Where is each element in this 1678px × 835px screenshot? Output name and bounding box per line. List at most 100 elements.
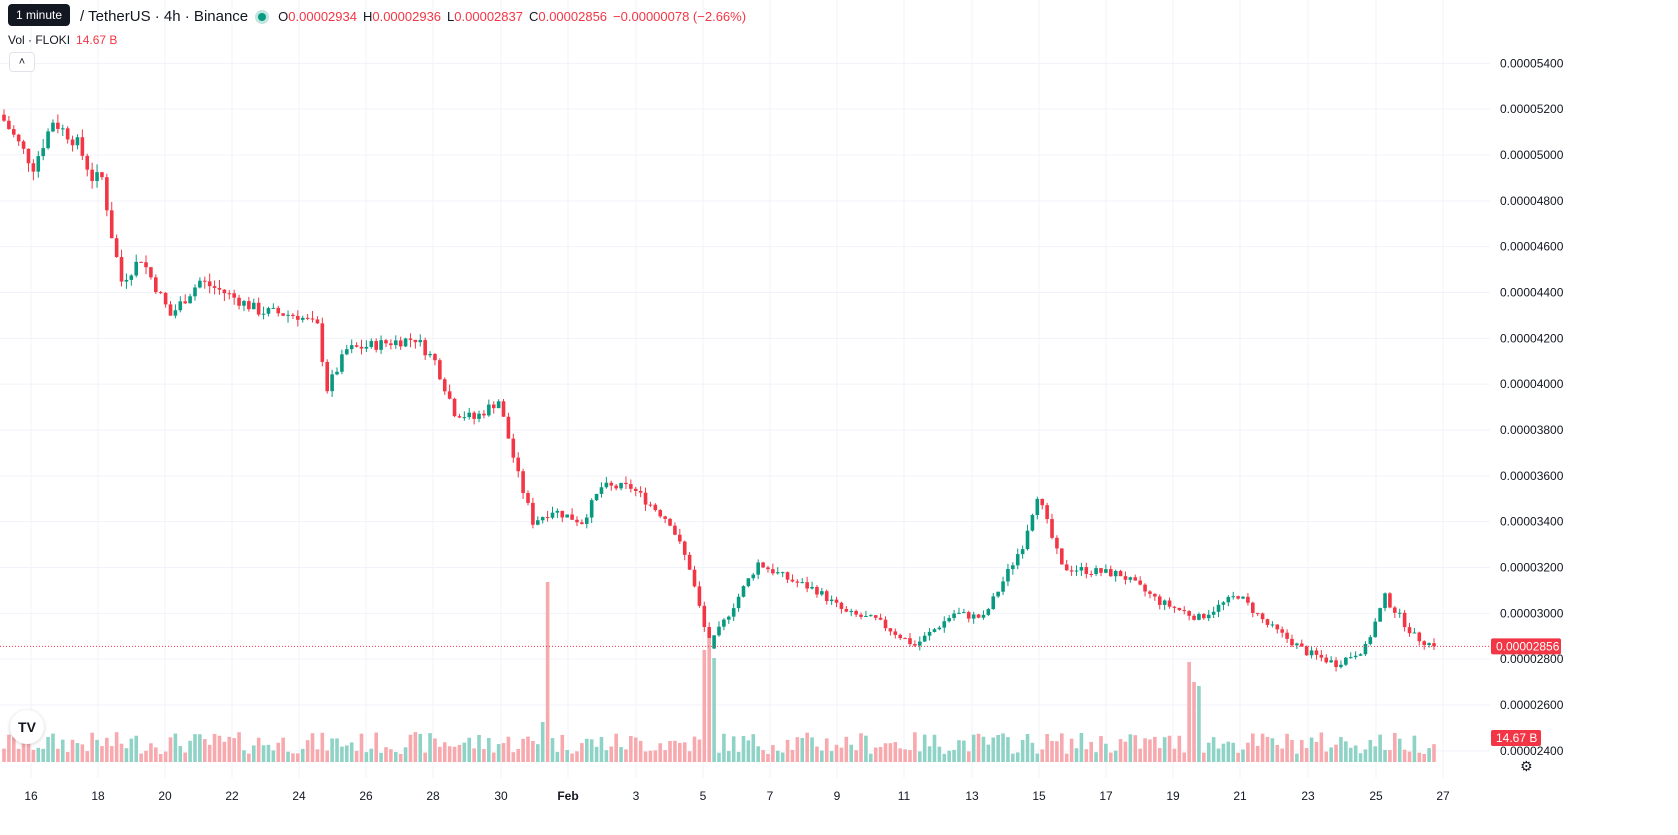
candle-body[interactable]: [428, 354, 432, 356]
candle-body[interactable]: [266, 308, 271, 314]
candle-body[interactable]: [771, 569, 775, 574]
candle-body[interactable]: [810, 586, 814, 589]
candle-body[interactable]: [1241, 596, 1245, 599]
candle-body[interactable]: [849, 610, 854, 612]
candle-body[interactable]: [913, 644, 917, 646]
candle-body[interactable]: [986, 609, 991, 615]
candle-body[interactable]: [766, 567, 770, 570]
candle-body[interactable]: [359, 346, 364, 349]
candle-body[interactable]: [1319, 654, 1324, 658]
candle-body[interactable]: [1427, 643, 1431, 646]
candle-body[interactable]: [134, 261, 139, 276]
candle-body[interactable]: [869, 615, 873, 617]
candle-body[interactable]: [296, 315, 300, 320]
candle-body[interactable]: [198, 280, 202, 288]
candle-body[interactable]: [7, 120, 11, 130]
candle-body[interactable]: [1055, 537, 1059, 549]
candle-body[interactable]: [477, 413, 481, 419]
candle-body[interactable]: [629, 484, 633, 489]
candle-body[interactable]: [281, 313, 285, 316]
candle-body[interactable]: [1113, 571, 1118, 577]
candle-body[interactable]: [1246, 596, 1250, 603]
candle-body[interactable]: [922, 635, 927, 642]
candle-body[interactable]: [927, 631, 932, 636]
volume-label[interactable]: Vol · FLOKI: [8, 33, 71, 47]
candle-body[interactable]: [2, 114, 6, 121]
candle-body[interactable]: [100, 172, 104, 178]
candle-body[interactable]: [584, 517, 589, 524]
candle-body[interactable]: [193, 287, 197, 297]
candle-body[interactable]: [1123, 576, 1128, 580]
candle-body[interactable]: [834, 599, 839, 603]
candle-body[interactable]: [1221, 602, 1226, 605]
candle-body[interactable]: [467, 412, 472, 418]
candle-body[interactable]: [1020, 549, 1025, 555]
candle-body[interactable]: [1231, 596, 1236, 598]
candle-body[interactable]: [536, 520, 540, 525]
candle-body[interactable]: [932, 629, 937, 632]
candle-body[interactable]: [1348, 657, 1353, 659]
candle-body[interactable]: [633, 488, 638, 491]
candle-body[interactable]: [844, 608, 849, 612]
candle-body[interactable]: [129, 275, 134, 280]
candle-body[interactable]: [41, 148, 45, 157]
candle-body[interactable]: [1143, 584, 1147, 592]
candle-body[interactable]: [687, 554, 692, 570]
candle-body[interactable]: [325, 361, 330, 392]
candle-body[interactable]: [232, 293, 236, 298]
candle-body[interactable]: [599, 487, 604, 494]
candle-body[interactable]: [105, 177, 109, 211]
candle-body[interactable]: [952, 613, 956, 619]
candle-body[interactable]: [668, 518, 672, 526]
candle-body[interactable]: [1432, 643, 1436, 647]
market-status-icon[interactable]: [258, 12, 267, 21]
candle-body[interactable]: [815, 586, 819, 595]
candle-body[interactable]: [163, 292, 168, 305]
collapse-legend-button[interactable]: ˄: [9, 52, 35, 72]
candle-body[interactable]: [1309, 650, 1314, 656]
candle-body[interactable]: [487, 404, 491, 416]
candle-body[interactable]: [673, 525, 677, 535]
candle-body[interactable]: [614, 485, 618, 489]
candle-body[interactable]: [864, 616, 868, 618]
candle-body[interactable]: [1079, 567, 1084, 571]
candle-body[interactable]: [648, 504, 653, 506]
candle-body[interactable]: [300, 317, 305, 320]
candle-body[interactable]: [712, 635, 716, 649]
candle-body[interactable]: [1265, 619, 1270, 625]
candle-body[interactable]: [619, 482, 623, 489]
candle-body[interactable]: [692, 569, 697, 587]
candle-body[interactable]: [26, 148, 31, 164]
candle-body[interactable]: [545, 517, 550, 519]
candle-body[interactable]: [462, 417, 467, 419]
candle-body[interactable]: [46, 131, 50, 149]
candle-body[interactable]: [31, 163, 36, 172]
candle-body[interactable]: [315, 319, 320, 324]
candle-body[interactable]: [859, 614, 863, 617]
candle-body[interactable]: [393, 340, 398, 346]
candle-body[interactable]: [751, 574, 756, 579]
candle-body[interactable]: [56, 122, 60, 129]
candle-body[interactable]: [305, 317, 310, 319]
candle-body[interactable]: [442, 379, 447, 392]
candle-body[interactable]: [609, 482, 614, 486]
candle-body[interactable]: [1275, 624, 1280, 630]
candle-body[interactable]: [36, 156, 41, 172]
candle-body[interactable]: [594, 493, 599, 501]
candle-body[interactable]: [188, 296, 192, 304]
candle-body[interactable]: [511, 438, 516, 458]
candle-body[interactable]: [501, 401, 506, 417]
candle-body[interactable]: [555, 510, 560, 513]
candle-body[interactable]: [1182, 610, 1187, 612]
candle-body[interactable]: [496, 401, 501, 409]
candle-body[interactable]: [643, 492, 648, 505]
candle-body[interactable]: [11, 129, 16, 135]
candle-body[interactable]: [75, 137, 80, 146]
candle-body[interactable]: [21, 141, 26, 149]
candle-body[interactable]: [60, 128, 65, 130]
candle-body[interactable]: [1407, 627, 1412, 634]
candle-body[interactable]: [403, 338, 408, 347]
candle-body[interactable]: [384, 340, 388, 344]
candle-body[interactable]: [1069, 570, 1074, 572]
